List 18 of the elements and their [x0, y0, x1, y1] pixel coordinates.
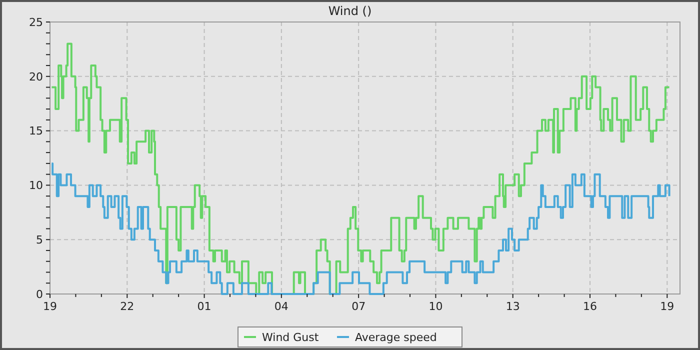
y-tick-label: 10: [29, 179, 43, 192]
chart-title: Wind (): [328, 4, 372, 18]
x-tick-label: 19: [43, 300, 57, 313]
y-tick-label: 20: [29, 70, 43, 84]
x-tick-label: 22: [120, 300, 134, 313]
y-tick-label: 0: [36, 288, 43, 301]
x-tick-label: 07: [352, 300, 366, 313]
legend-label: Average speed: [355, 331, 437, 344]
y-tick-label: 15: [29, 124, 43, 138]
y-tick-label: 5: [36, 233, 43, 246]
x-tick-label: 16: [583, 300, 597, 313]
legend-label: Wind Gust: [262, 331, 320, 344]
x-tick-label: 19: [660, 300, 674, 313]
x-tick-label: 01: [197, 300, 212, 313]
x-tick-label: 04: [274, 300, 288, 313]
x-tick-label: 10: [428, 300, 443, 313]
x-tick-label: 13: [506, 300, 520, 313]
y-tick-label: 25: [29, 16, 43, 29]
